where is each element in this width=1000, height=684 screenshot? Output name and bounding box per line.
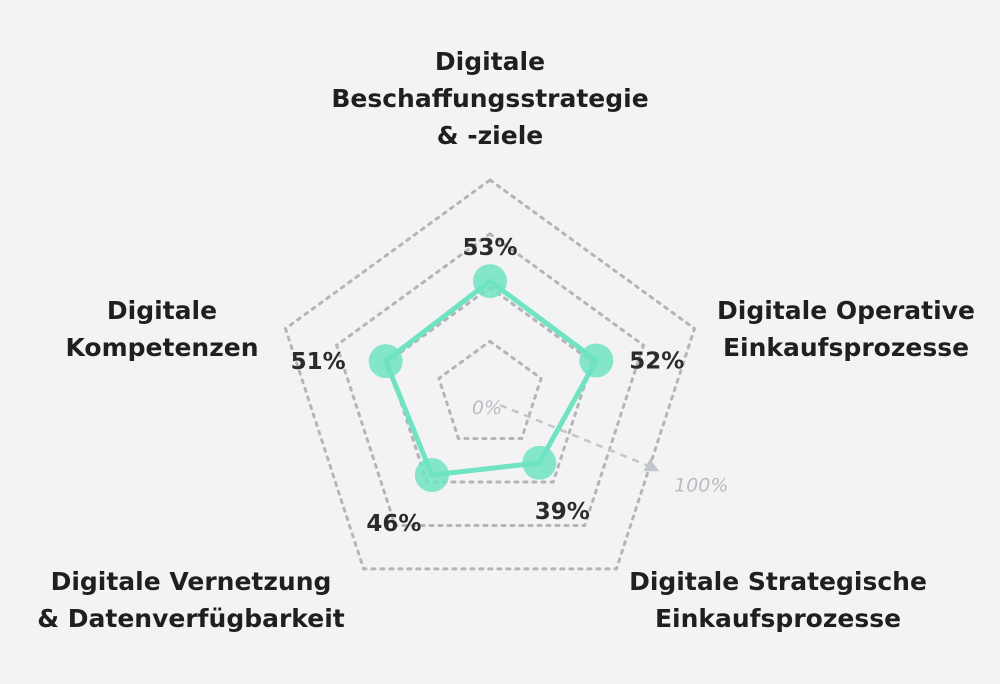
value-label: 53% bbox=[462, 235, 517, 261]
grid-ring-25 bbox=[437, 339, 543, 440]
axis-label: Digitale Operative Einkaufsprozesse bbox=[717, 296, 975, 362]
data-point bbox=[579, 343, 614, 378]
data-layer bbox=[368, 264, 614, 492]
value-label: 51% bbox=[291, 349, 346, 375]
data-point bbox=[368, 344, 403, 379]
axis-label: Digitale Vernetzung & Datenverfügbarkeit bbox=[37, 567, 345, 633]
value-label: 39% bbox=[535, 499, 590, 525]
value-label: 52% bbox=[629, 349, 684, 375]
axis-label-line: Digitale Vernetzung bbox=[51, 567, 332, 596]
label-layer: 53% 52% 39% 46% 51% Digitale Beschaffungsstrat… bbox=[37, 47, 975, 633]
axis-label-line: & -ziele bbox=[437, 121, 543, 150]
axis-label-line: Einkaufsprozesse bbox=[723, 333, 969, 362]
axis-label-line: Kompetenzen bbox=[65, 333, 258, 362]
axis-label-line: & Datenverfügbarkeit bbox=[37, 604, 345, 633]
axis-label: Digitale Beschaffungsstrategie & -ziele bbox=[331, 47, 648, 150]
scale-arrow bbox=[499, 403, 651, 468]
grid-ring-50 bbox=[386, 285, 594, 484]
scale-min-label: 0% bbox=[472, 397, 502, 419]
axis-label-line: Digitale bbox=[107, 296, 217, 325]
axis-label: Digitale Kompetenzen bbox=[65, 296, 258, 362]
scale-arrow-head bbox=[643, 458, 660, 472]
data-series-line bbox=[383, 278, 599, 478]
grid-layer bbox=[283, 178, 697, 571]
scale-max-label: 100% bbox=[674, 474, 728, 496]
grid-ring-100 bbox=[283, 178, 697, 571]
data-point bbox=[414, 458, 449, 492]
axis-label-line: Digitale Operative bbox=[717, 296, 975, 325]
axis-label-line: Digitale bbox=[435, 47, 545, 76]
value-label: 46% bbox=[366, 511, 421, 537]
data-point bbox=[473, 264, 507, 299]
scale-indicator: 0% 100% bbox=[472, 397, 729, 496]
axis-label: Digitale Strategische Einkaufsprozesse bbox=[629, 567, 927, 633]
axis-label-line: Digitale Strategische bbox=[629, 567, 927, 596]
axis-label-line: Beschaffungsstrategie bbox=[331, 84, 648, 113]
axis-label-line: Einkaufsprozesse bbox=[655, 604, 901, 633]
data-point bbox=[522, 445, 557, 480]
